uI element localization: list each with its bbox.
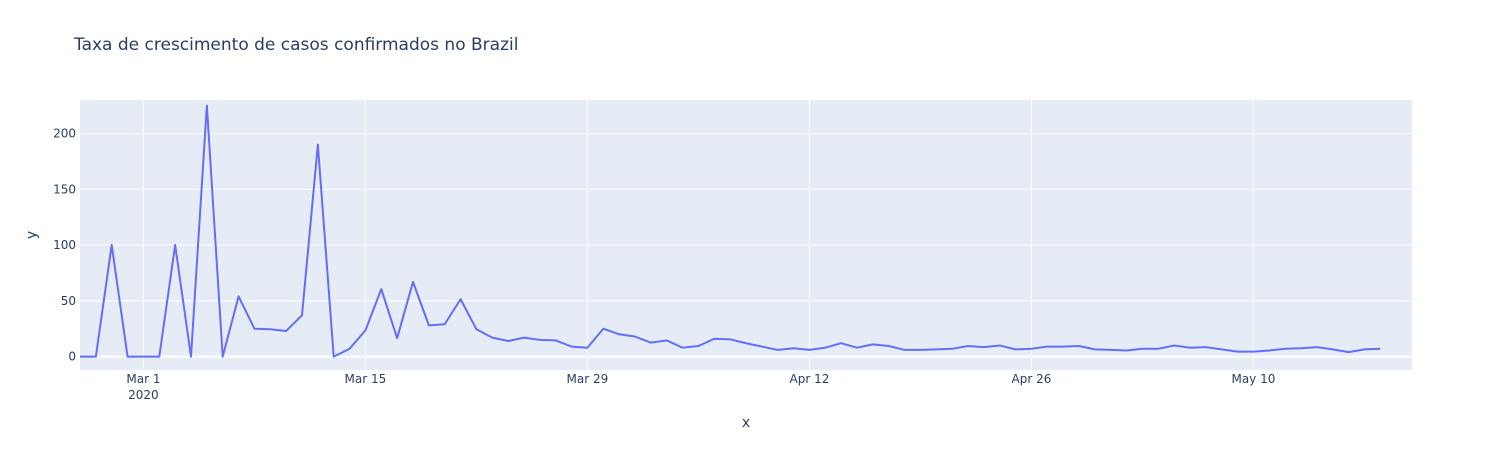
y-tick-label: 0 <box>68 350 76 364</box>
plot-area <box>80 100 1412 370</box>
y-axis-label: y <box>24 231 40 239</box>
series-line <box>80 104 1381 358</box>
x-tick-label: Mar 29 <box>567 372 609 386</box>
x-axis-label: x <box>742 415 750 431</box>
y-tick-label: 200 <box>53 126 76 140</box>
x-axis-ticks: Mar 1 2020 Mar 15 Mar 29 Apr 12 Apr 26 May 10 <box>126 372 1275 402</box>
x-tick-label: Apr 12 <box>790 372 830 386</box>
chart-title: Taxa de crescimento de casos confirmados… <box>73 35 518 55</box>
x-tick-label: Mar 1 <box>126 372 160 386</box>
x-tick-year-label: 2020 <box>128 388 159 402</box>
x-tick-label: May 10 <box>1231 372 1275 386</box>
x-tick-label: Apr 26 <box>1012 372 1052 386</box>
x-tick-label: Mar 15 <box>345 372 387 386</box>
y-axis-ticks: 0 50 100 150 200 <box>53 126 76 363</box>
series-group <box>80 104 1381 358</box>
y-tick-label: 150 <box>53 182 76 196</box>
y-tick-label: 100 <box>53 238 76 252</box>
y-tick-label: 50 <box>61 294 76 308</box>
gridlines <box>80 100 1412 370</box>
